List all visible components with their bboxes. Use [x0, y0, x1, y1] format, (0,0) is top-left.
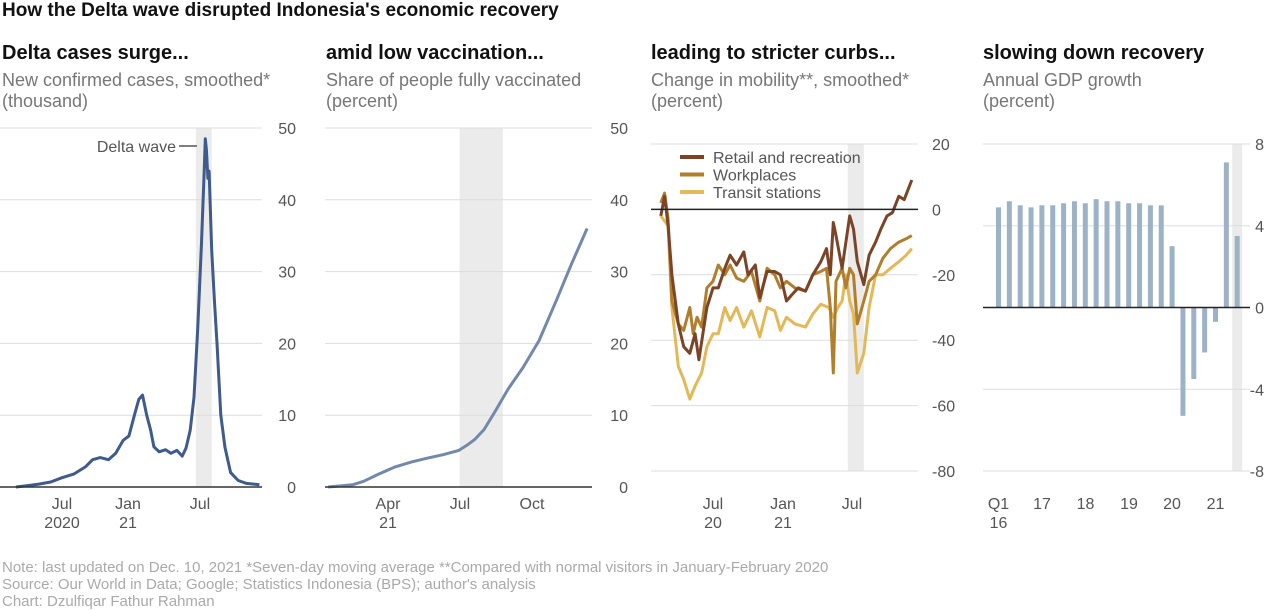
gdp-bar	[1071, 201, 1077, 308]
gdp-bar	[1169, 246, 1175, 308]
x-tick-label: Jul	[703, 496, 723, 513]
gdp-bar	[1104, 201, 1110, 308]
panel1-title: Delta cases surge...	[2, 42, 189, 64]
x-tick-label: 20	[704, 515, 722, 532]
x-tick-label: Jul	[52, 496, 72, 513]
delta-wave-annotation: Delta wave	[97, 139, 176, 156]
y-tick-label: 8	[1255, 137, 1264, 154]
y-tick-label: 10	[278, 408, 296, 425]
panel1-subtitle-line2: (thousand)	[2, 91, 88, 111]
gdp-bar	[1039, 205, 1045, 308]
retail-recreation-line	[659, 179, 914, 362]
x-tick-label: Jul	[190, 496, 210, 513]
transit-stations-line	[659, 215, 913, 401]
y-tick-label: -8	[1250, 464, 1264, 481]
x-tick-label: 18	[1077, 496, 1095, 513]
vaccination-line	[328, 227, 589, 489]
panel2-subtitle-line1: Share of people fully vaccinated	[326, 70, 581, 90]
footnote-note: Note: last updated on Dec. 10, 2021 *Sev…	[2, 559, 828, 576]
x-tick-label: 20	[1163, 496, 1181, 513]
x-tick-label: 21	[774, 515, 792, 532]
cases-line	[15, 137, 260, 489]
y-tick-label: -20	[932, 268, 955, 285]
panel2-title: amid low vaccination...	[326, 42, 544, 64]
panel3-subtitle-line1: Change in mobility**, smoothed*	[651, 70, 909, 90]
y-tick-label: 0	[619, 480, 628, 497]
figure-title: How the Delta wave disrupted Indonesia's…	[2, 0, 559, 21]
vaccination-chart: 0 10 20 30 40 50 Apr 21 Jul Oct	[325, 121, 628, 532]
gdp-bar	[1213, 307, 1218, 322]
x-tick-label: 16	[990, 515, 1008, 532]
gdp-bar	[1017, 205, 1023, 308]
panel3-subtitle-line2: (percent)	[651, 91, 723, 111]
y-tick-label: 4	[1255, 219, 1264, 236]
gdp-bar	[1006, 201, 1012, 308]
y-tick-label: 40	[278, 193, 296, 210]
x-tick-label: 19	[1120, 496, 1138, 513]
y-tick-label: 30	[278, 265, 296, 282]
x-tick-label: 21	[379, 515, 397, 532]
gdp-chart: 8 4 0 -4 -8 Q1 16 17 18 19 20 21	[983, 137, 1264, 532]
highlight-band	[195, 128, 212, 487]
y-tick-label: -60	[932, 399, 955, 416]
gdp-bar	[1147, 205, 1153, 308]
gdp-bar	[1202, 307, 1208, 353]
y-tick-label: 20	[610, 336, 628, 353]
panel1-subtitle-line1: New confirmed cases, smoothed*	[2, 70, 270, 90]
y-tick-label: -40	[932, 333, 955, 350]
gdp-bar	[1180, 307, 1186, 416]
legend-transit-stations: Transit stations	[713, 185, 821, 202]
gdp-bar	[1093, 199, 1099, 308]
y-tick-label: 40	[610, 193, 628, 210]
gdp-bar	[1082, 203, 1088, 308]
x-tick-label: Jan	[770, 496, 796, 513]
x-tick-label: Jul	[450, 496, 470, 513]
gdp-bar	[1028, 207, 1034, 308]
y-tick-label: 0	[932, 202, 941, 219]
x-tick-label: 2020	[44, 515, 80, 532]
x-tick-label: Apr	[376, 496, 402, 513]
y-tick-label: 0	[287, 480, 296, 497]
y-tick-label: 50	[610, 121, 628, 138]
footnote-source: Source: Our World in Data; Google; Stati…	[2, 576, 536, 593]
y-tick-label: -4	[1250, 382, 1264, 399]
x-tick-label: Jan	[115, 496, 141, 513]
cases-chart: 0 10 20 30 40 50 Delta wave Jul 2020 Jan 21 Jul	[0, 121, 296, 532]
x-tick-label: Oct	[520, 496, 545, 513]
panel3-title: leading to stricter curbs...	[651, 42, 896, 64]
x-tick-label: Q1	[988, 496, 1009, 513]
highlight-band	[459, 128, 503, 487]
gdp-bar	[1158, 205, 1164, 308]
panel4-title: slowing down recovery	[983, 42, 1205, 64]
x-tick-label: 21	[119, 515, 137, 532]
y-tick-label: 10	[610, 408, 628, 425]
panel2-subtitle-line2: (percent)	[326, 91, 398, 111]
mobility-chart: 20 0 -20 -40 -60 -80 Retail and recreationWork…	[651, 137, 955, 532]
y-tick-label: 20	[932, 137, 950, 154]
y-tick-label: 30	[610, 265, 628, 282]
footnote-credit: Chart: Dzulfiqar Fathur Rahman	[2, 593, 215, 610]
legend-retail-recreation: Retail and recreation	[713, 150, 861, 167]
gdp-bar	[1223, 162, 1229, 308]
gdp-bar	[1137, 203, 1143, 308]
gdp-bar	[1234, 235, 1240, 308]
gdp-bar	[1050, 205, 1056, 308]
y-tick-label: 20	[278, 336, 296, 353]
panel4-subtitle-line2: (percent)	[983, 91, 1055, 111]
y-tick-label: 50	[278, 121, 296, 138]
gdp-bar	[1126, 203, 1132, 308]
legend-workplaces: Workplaces	[713, 168, 796, 185]
x-tick-label: 17	[1033, 496, 1051, 513]
gdp-bar	[996, 207, 1001, 308]
gdp-bar	[1115, 201, 1121, 308]
y-tick-label: 0	[1255, 301, 1264, 318]
gdp-bar	[1191, 307, 1197, 380]
gdp-bar	[1061, 203, 1067, 308]
x-tick-label: Jul	[842, 496, 862, 513]
x-tick-label: 21	[1207, 496, 1225, 513]
y-tick-label: -80	[932, 464, 955, 481]
panel4-subtitle-line1: Annual GDP growth	[983, 70, 1142, 90]
